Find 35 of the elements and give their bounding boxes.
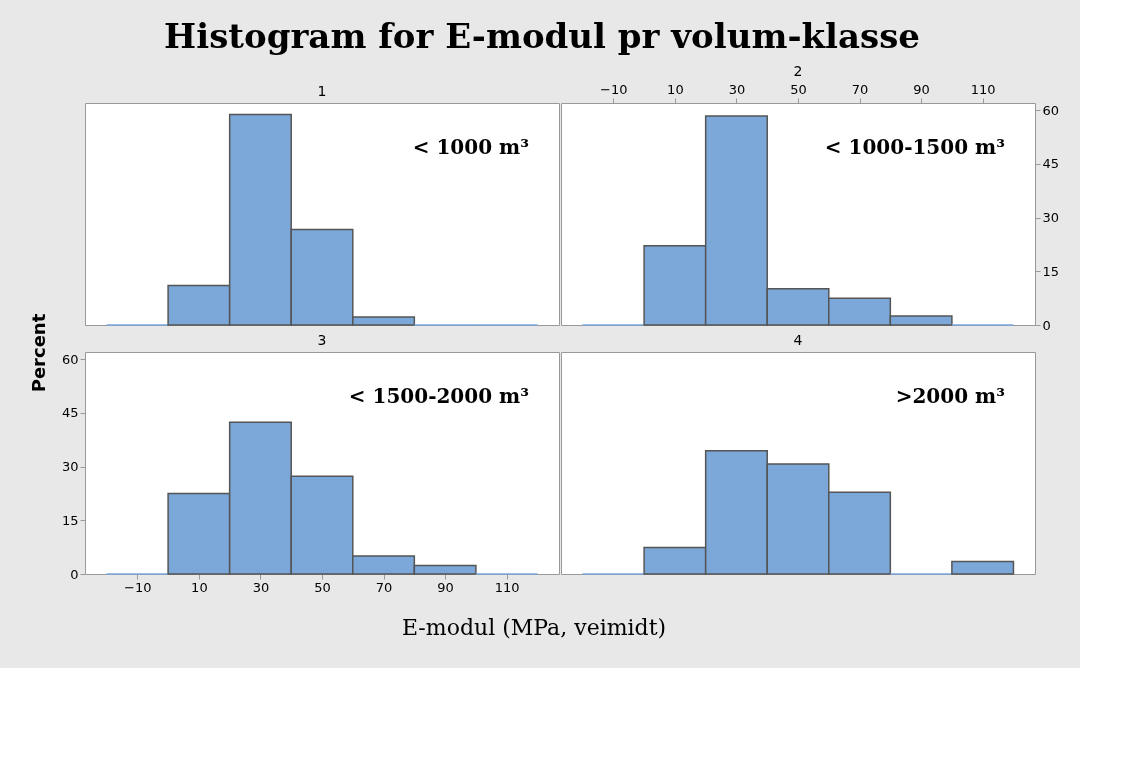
x-tick-label: 70 (851, 81, 869, 97)
x-tick-label: 90 (437, 579, 454, 595)
y-tick-label: 0 (70, 566, 79, 582)
x-tick-label: 10 (191, 579, 208, 595)
y-tick-label: 30 (1042, 210, 1060, 226)
y-tick-label: 45 (1042, 156, 1060, 172)
x-tick-label: 50 (314, 579, 331, 595)
y-tick-label: 60 (1042, 102, 1060, 118)
y-tick-label: 0 (1042, 317, 1051, 333)
x-tick-label: 110 (494, 579, 520, 595)
text: Percent (28, 313, 49, 393)
y-tick-label: 15 (1042, 263, 1060, 279)
x-tick-label: −10 (600, 81, 628, 97)
x-tick-label: 90 (913, 81, 930, 97)
chart-title: 2 (793, 63, 803, 79)
x-tick-label: 50 (790, 81, 807, 97)
y-tick-label: 15 (61, 512, 79, 528)
chart-title: 4 (793, 332, 803, 348)
x-tick-label: 110 (970, 81, 996, 97)
annotation: < 1000-1500 m³ (824, 135, 1005, 159)
y-tick-label: 60 (61, 351, 79, 367)
chart-title: 3 (317, 332, 327, 348)
annotation: < 1000 m³ (412, 135, 529, 159)
annotation: < 1500-2000 m³ (348, 384, 529, 408)
x-tick-label: 70 (375, 579, 393, 595)
x-tick-label: 30 (728, 81, 746, 97)
x-tick-label: 30 (252, 579, 270, 595)
chart-title: 1 (317, 83, 327, 99)
x-tick-label: −10 (124, 579, 152, 595)
y-tick-label: 30 (61, 459, 79, 475)
text: Histogram for E-modul pr volum-klasse (164, 15, 920, 56)
y-tick-label: 45 (61, 405, 79, 421)
annotation: >2000 m³ (895, 384, 1005, 408)
text: E-modul (MPa, veimidt) (401, 615, 667, 640)
x-tick-label: 10 (667, 81, 684, 97)
